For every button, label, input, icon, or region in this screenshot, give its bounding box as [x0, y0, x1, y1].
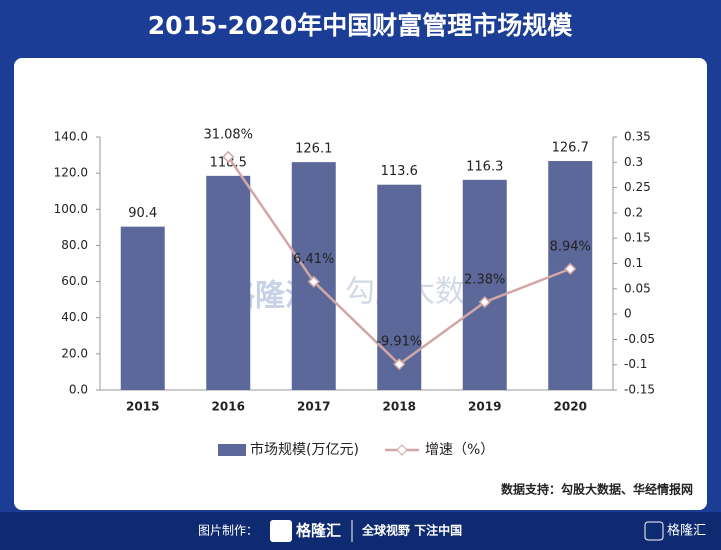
- line-label: -9.91%: [376, 335, 422, 350]
- bar-label: 90.4: [128, 206, 157, 221]
- bar-label: 126.1: [295, 142, 332, 157]
- y-tick-label: 120.0: [54, 166, 88, 180]
- bar: [377, 184, 422, 390]
- chart-title: 2015-2020年中国财富管理市场规模: [148, 11, 574, 40]
- line-label: 31.08%: [203, 127, 253, 142]
- x-tick-label: 2017: [297, 400, 330, 414]
- x-tick-label: 2015: [126, 400, 159, 414]
- y2-tick-label: -0.05: [624, 332, 655, 346]
- y2-tick-label: -0.15: [624, 383, 655, 397]
- line-label: 6.41%: [293, 252, 334, 267]
- panel: [14, 58, 707, 510]
- y2-tick-label: 0.05: [624, 281, 651, 295]
- y-tick-label: 140.0: [54, 130, 88, 144]
- footer-slogan: 全球视野 下注中国: [361, 523, 462, 538]
- y-tick-label: 20.0: [61, 346, 88, 360]
- legend-swatch: [218, 444, 246, 456]
- y2-tick-label: 0.3: [624, 155, 643, 169]
- x-tick-label: 2019: [468, 400, 501, 414]
- bar: [206, 175, 251, 390]
- legend-label: 市场规模(万亿元): [250, 441, 359, 458]
- y2-tick-label: 0.1: [624, 256, 643, 270]
- y-tick-label: 80.0: [61, 238, 88, 252]
- marker: [564, 262, 577, 275]
- marker: [478, 295, 491, 309]
- marker: [307, 275, 320, 288]
- y2-tick-label: -0.1: [624, 357, 647, 371]
- y-tick-label: 0.0: [69, 383, 88, 397]
- marker: [393, 358, 406, 371]
- bar: [462, 179, 507, 390]
- y2-tick-label: 0.15: [624, 231, 651, 245]
- y2-tick-label: 0: [624, 307, 632, 321]
- x-tick-label: 2020: [554, 400, 587, 414]
- line-label: 8.94%: [550, 239, 591, 254]
- y2-tick-label: 0.25: [624, 180, 651, 194]
- marker: [222, 150, 235, 163]
- legend-label: 增速（%）: [425, 442, 494, 458]
- footer-corner-brand: 格隆汇: [667, 523, 706, 539]
- bar-label: 126.7: [552, 141, 589, 156]
- line-label: 2.38%: [464, 273, 505, 288]
- x-tick-label: 2018: [383, 400, 416, 414]
- footer-brand: 格隆汇: [296, 522, 341, 540]
- legend-swatch: [396, 444, 408, 456]
- bar: [120, 226, 165, 390]
- y-tick-label: 40.0: [61, 310, 88, 324]
- bar-label: 113.6: [381, 164, 418, 179]
- y2-tick-label: 0.35: [624, 130, 651, 144]
- logo: [270, 520, 292, 542]
- x-tick-label: 2016: [212, 400, 245, 414]
- source: 数据支持：勾股大数据、华经情报网: [501, 482, 693, 497]
- y-tick-label: 100.0: [54, 202, 88, 216]
- footer-label: 图片制作：: [198, 524, 258, 538]
- y-tick-label: 60.0: [61, 274, 88, 288]
- logo: [644, 521, 664, 541]
- y2-tick-label: 0.2: [624, 205, 643, 219]
- bar-label: 116.3: [466, 159, 503, 174]
- footer-bar: [0, 512, 721, 550]
